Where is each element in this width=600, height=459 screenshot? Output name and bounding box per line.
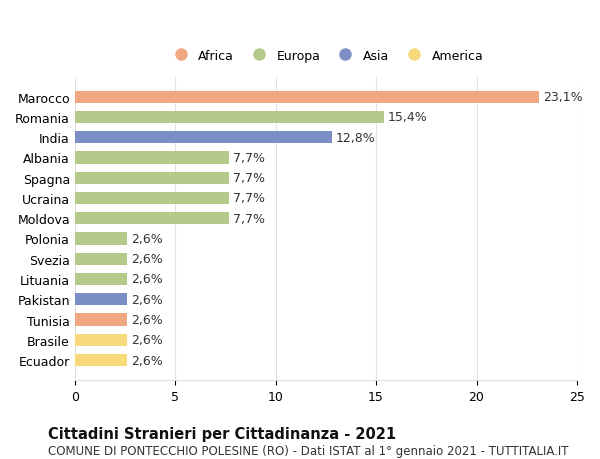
Bar (75, 152, 229, 164)
Bar (75, 354, 127, 366)
Text: 2,6%: 2,6% (131, 334, 163, 347)
Text: 2,6%: 2,6% (131, 293, 163, 306)
Text: 2,6%: 2,6% (131, 273, 163, 286)
Text: 2,6%: 2,6% (131, 354, 163, 367)
Bar (75, 132, 332, 144)
Text: 7,7%: 7,7% (233, 172, 265, 185)
Bar (75, 293, 127, 306)
Text: 23,1%: 23,1% (543, 91, 583, 104)
Text: Cittadini Stranieri per Cittadinanza - 2021: Cittadini Stranieri per Cittadinanza - 2… (48, 425, 396, 441)
Text: 7,7%: 7,7% (233, 212, 265, 225)
Text: 7,7%: 7,7% (233, 192, 265, 205)
Bar (75, 253, 127, 265)
Bar (75, 213, 229, 225)
Text: 2,6%: 2,6% (131, 252, 163, 266)
Bar (75, 273, 127, 285)
Bar (75, 112, 384, 124)
Legend: Africa, Europa, Asia, America: Africa, Europa, Asia, America (163, 45, 488, 67)
Bar (75, 91, 539, 103)
Text: 7,7%: 7,7% (233, 151, 265, 165)
Text: 2,6%: 2,6% (131, 313, 163, 326)
Bar (75, 334, 127, 346)
Text: COMUNE DI PONTECCHIO POLESINE (RO) - Dati ISTAT al 1° gennaio 2021 - TUTTITALIA.: COMUNE DI PONTECCHIO POLESINE (RO) - Dat… (48, 444, 569, 457)
Text: 2,6%: 2,6% (131, 232, 163, 246)
Text: 15,4%: 15,4% (388, 111, 428, 124)
Bar (75, 314, 127, 326)
Text: 12,8%: 12,8% (336, 131, 376, 144)
Bar (75, 233, 127, 245)
Bar (75, 172, 229, 185)
Bar (75, 192, 229, 205)
